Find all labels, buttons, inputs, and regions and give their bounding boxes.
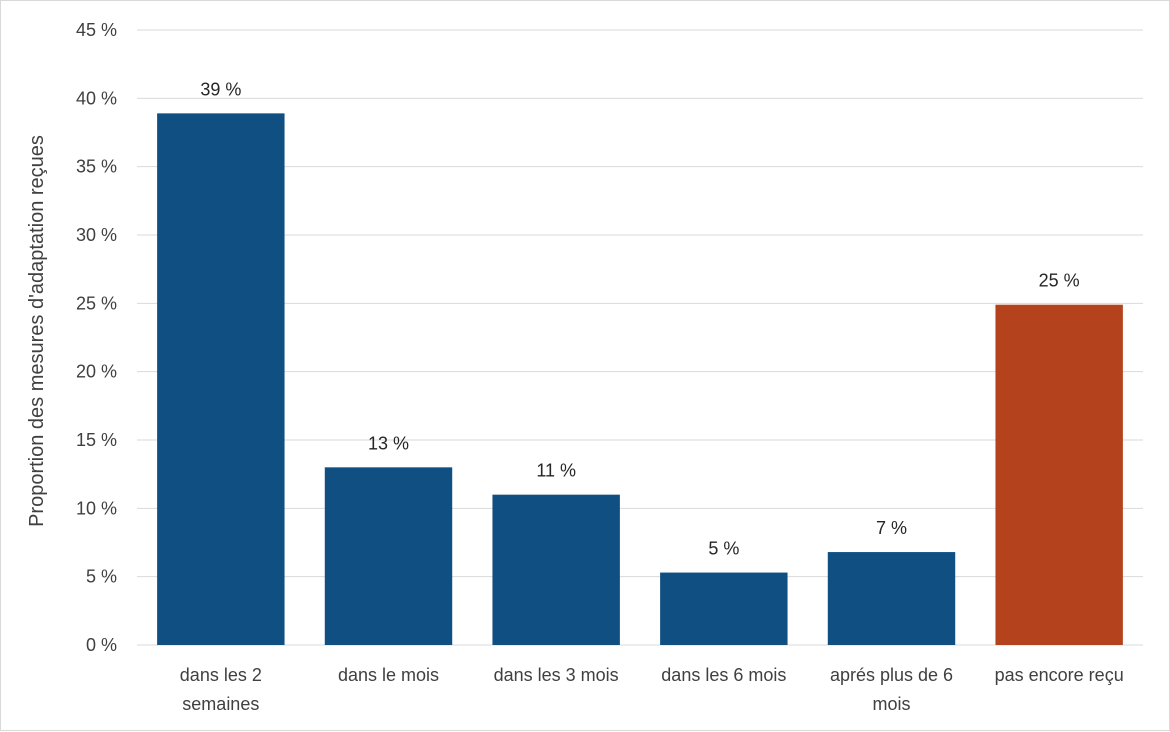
x-tick-label: dans les 6 mois bbox=[661, 665, 786, 685]
y-tick-label: 10 % bbox=[76, 498, 117, 518]
x-tick-label: pas encore reçu bbox=[995, 665, 1124, 685]
x-tick-label: aprés plus de 6 mois bbox=[830, 665, 953, 714]
bar bbox=[660, 572, 788, 645]
y-axis-tick-labels: 0 % 5 % 10 % 15 % 20 % 25 % 30 % 35 % 40 % 45 % bbox=[76, 20, 117, 655]
data-label: 7 % bbox=[876, 518, 907, 538]
y-tick-label: 40 % bbox=[76, 88, 117, 108]
x-tick-label: dans le mois bbox=[338, 665, 439, 685]
x-tick-label-line: aprés plus de 6 bbox=[830, 665, 953, 685]
data-label: 25 % bbox=[1039, 271, 1080, 291]
y-tick-label: 35 % bbox=[76, 157, 117, 177]
bar bbox=[995, 304, 1123, 645]
x-tick-label-line: dans les 3 mois bbox=[494, 665, 619, 685]
bars bbox=[157, 113, 1123, 645]
x-tick-label-line: semaines bbox=[182, 694, 259, 714]
bar bbox=[492, 494, 620, 645]
x-tick-label: dans les 3 mois bbox=[494, 665, 619, 685]
y-tick-label: 25 % bbox=[76, 293, 117, 313]
x-tick-label-line: mois bbox=[872, 694, 910, 714]
x-axis-tick-labels: dans les 2 semaines dans le mois dans les 3… bbox=[180, 665, 1124, 714]
x-tick-label: dans les 2 semaines bbox=[180, 665, 262, 714]
bar bbox=[157, 113, 285, 645]
y-tick-label: 20 % bbox=[76, 362, 117, 382]
x-tick-label-line: pas encore reçu bbox=[995, 665, 1124, 685]
data-label: 5 % bbox=[708, 539, 739, 559]
bar bbox=[324, 467, 453, 645]
data-label: 39 % bbox=[200, 79, 241, 99]
data-label: 13 % bbox=[368, 433, 409, 453]
y-tick-label: 5 % bbox=[86, 567, 117, 587]
y-tick-label: 0 % bbox=[86, 635, 117, 655]
y-tick-label: 45 % bbox=[76, 20, 117, 40]
x-tick-label-line: dans les 6 mois bbox=[661, 665, 786, 685]
y-axis-title: Proportion des mesures d'adaptation reçu… bbox=[26, 135, 48, 527]
gridlines bbox=[137, 29, 1143, 646]
y-tick-label: 30 % bbox=[76, 225, 117, 245]
x-tick-label-line: dans le mois bbox=[338, 665, 439, 685]
y-tick-label: 15 % bbox=[76, 430, 117, 450]
x-tick-label-line: dans les 2 bbox=[180, 665, 262, 685]
data-label: 11 % bbox=[536, 461, 576, 481]
bar bbox=[827, 552, 956, 645]
data-labels: 39 % 13 % 11 % 5 % 7 % 25 % bbox=[200, 79, 1079, 558]
